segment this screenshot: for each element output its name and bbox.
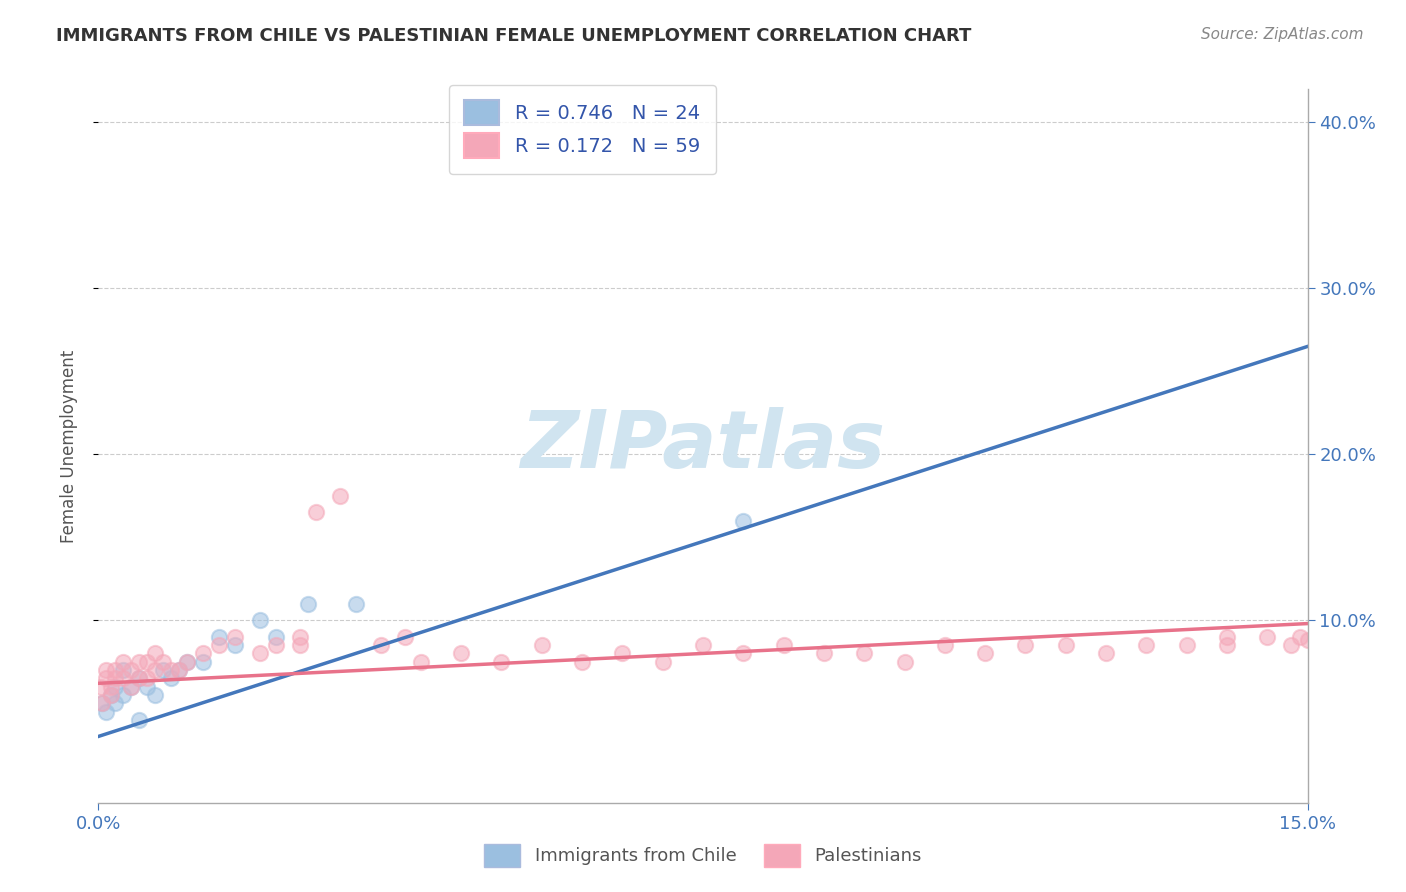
Point [128,671,150,685]
Point [100,688,122,702]
Point [120,663,142,677]
Point [772,638,794,652]
Point [128,655,150,669]
Point [193,655,215,669]
Point [135,680,157,694]
Point [143,663,166,677]
Point [91,696,114,710]
Point [692,638,714,652]
Point [103,696,125,710]
Point [96,705,118,719]
Point [1175,638,1198,652]
Point [160,663,183,677]
Y-axis label: Female Unemployment: Female Unemployment [59,350,77,542]
Point [1288,630,1310,644]
Point [249,613,271,627]
Point [530,638,553,652]
Point [111,655,134,669]
Point [329,489,352,503]
Point [90,680,112,694]
Point [103,680,125,694]
Point [264,638,287,652]
Point [1296,633,1319,648]
Point [491,655,513,669]
Point [111,688,134,702]
Point [974,647,997,661]
Point [1095,647,1118,661]
Point [733,514,755,528]
Point [934,638,956,652]
Point [176,655,198,669]
Legend: Immigrants from Chile, Palestinians: Immigrants from Chile, Palestinians [477,837,929,874]
Point [193,647,215,661]
Point [1256,630,1278,644]
Text: Source: ZipAtlas.com: Source: ZipAtlas.com [1201,27,1364,42]
Point [160,671,183,685]
Point [143,688,166,702]
Point [143,647,166,661]
Point [208,630,231,644]
Text: ZIPatlas: ZIPatlas [520,407,886,485]
Point [135,671,157,685]
Point [100,688,122,702]
Point [1281,638,1303,652]
Point [264,630,287,644]
Point [344,597,367,611]
Point [1216,638,1239,652]
Point [167,663,190,677]
Point [128,671,150,685]
Point [152,655,174,669]
Point [305,505,328,519]
Text: IMMIGRANTS FROM CHILE VS PALESTINIAN FEMALE UNEMPLOYMENT CORRELATION CHART: IMMIGRANTS FROM CHILE VS PALESTINIAN FEM… [56,27,972,45]
Legend: R = 0.746   N = 24, R = 0.172   N = 59: R = 0.746 N = 24, R = 0.172 N = 59 [449,85,716,174]
Point [120,680,142,694]
Point [450,647,472,661]
Point [288,630,311,644]
Point [176,655,198,669]
Point [394,630,416,644]
Point [893,655,915,669]
Point [96,663,118,677]
Point [571,655,593,669]
Point [1216,630,1239,644]
Point [152,663,174,677]
Point [288,638,311,652]
Point [103,663,125,677]
Point [1014,638,1036,652]
Point [612,647,634,661]
Point [224,630,246,644]
Point [128,713,150,727]
Point [733,647,755,661]
Point [249,647,271,661]
Point [208,638,231,652]
Point [111,663,134,677]
Point [167,663,190,677]
Point [111,671,134,685]
Point [1054,638,1077,652]
Point [853,647,876,661]
Point [297,597,319,611]
Point [224,638,246,652]
Point [813,647,835,661]
Point [651,655,673,669]
Point [103,671,125,685]
Point [1135,638,1157,652]
Point [96,671,118,685]
Point [370,638,392,652]
Point [120,680,142,694]
Point [91,696,114,710]
Point [100,680,122,694]
Point [135,655,157,669]
Point [409,655,432,669]
